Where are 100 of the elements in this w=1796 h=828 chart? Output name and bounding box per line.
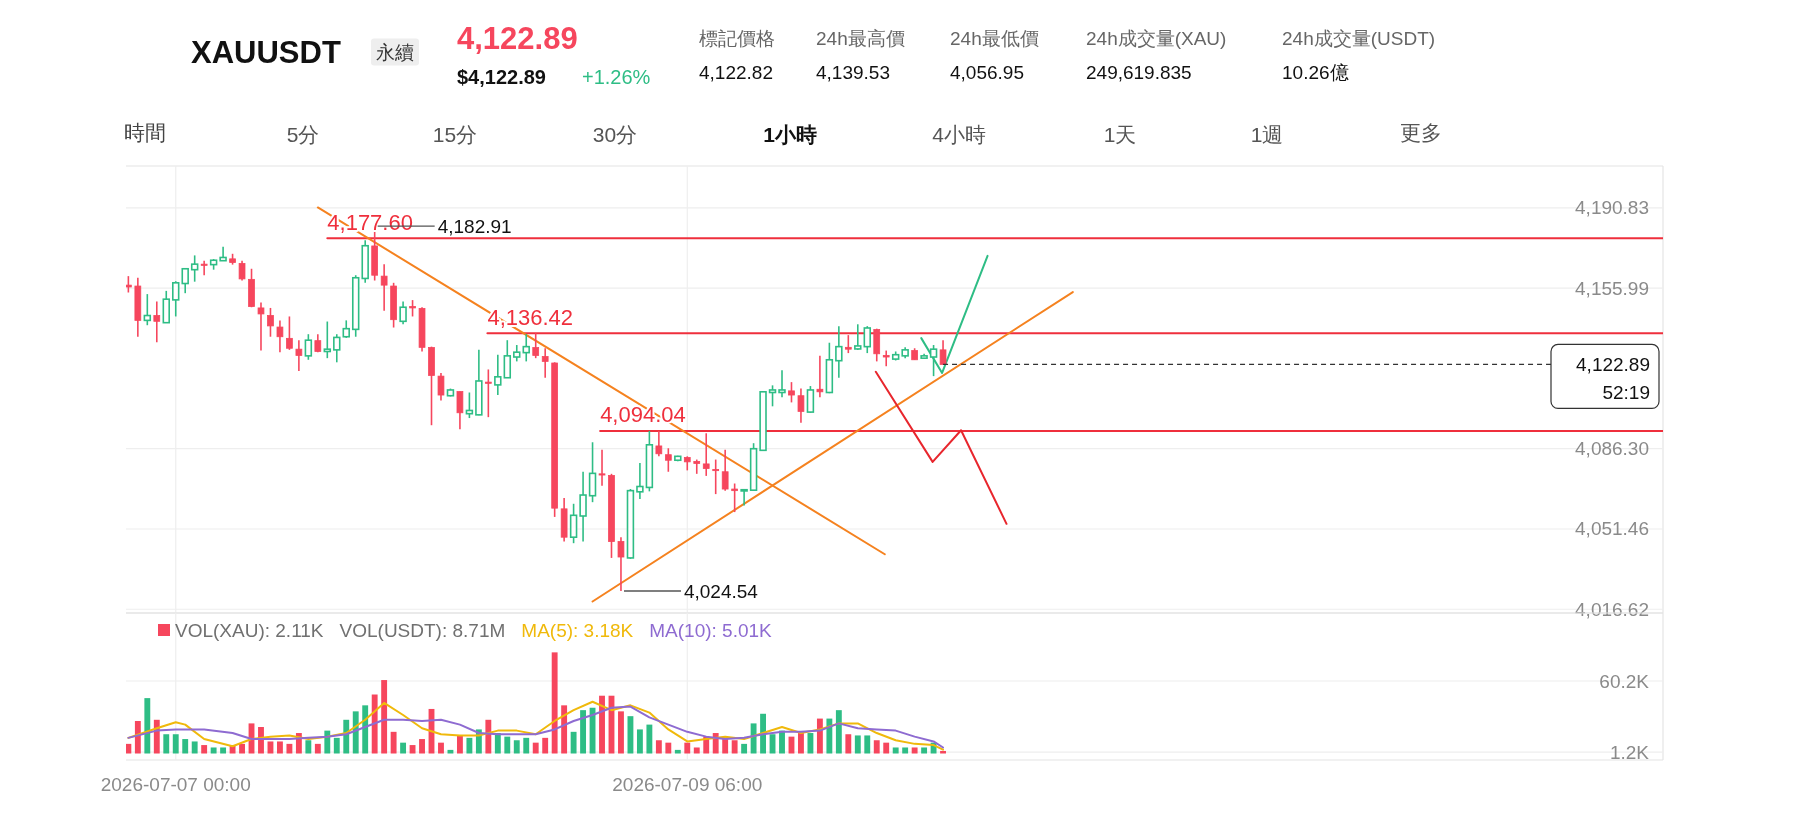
bar [210, 747, 217, 754]
candlestick [219, 245, 227, 262]
bar [390, 731, 397, 754]
candlestick [655, 430, 663, 458]
bar [911, 747, 918, 754]
text: 24h最低價 [950, 27, 1039, 49]
candlestick [286, 315, 293, 351]
candlestick [153, 300, 161, 344]
text: 249,619.835 [1086, 61, 1192, 83]
bar [438, 742, 444, 754]
bar [163, 734, 170, 754]
bar [798, 733, 804, 754]
candlestick [399, 300, 407, 326]
text: 10.26億 [1282, 61, 1349, 83]
bar [883, 742, 890, 754]
candlestick [333, 333, 341, 364]
candlestick [304, 333, 313, 361]
text: MA(10): 5.01K [649, 619, 773, 641]
y-tick-label: 4,155.99 [1575, 277, 1649, 299]
bar [665, 742, 672, 754]
annotation: 4,024.54 [683, 580, 759, 602]
bar [580, 710, 587, 754]
bar [172, 734, 179, 754]
bar [371, 694, 378, 754]
bar [693, 747, 700, 754]
text: 24h最高價 [816, 27, 905, 49]
candlestick [693, 458, 701, 475]
bar [636, 729, 643, 754]
bar [513, 740, 520, 754]
bar [305, 740, 312, 754]
text: 24h成交量(USDT) [1282, 27, 1436, 49]
bar [239, 743, 245, 754]
candlestick [257, 301, 265, 352]
text: 24h成交量(XAU) [1086, 27, 1227, 49]
line-series [874, 370, 1008, 525]
candlestick [172, 280, 180, 318]
bar [201, 745, 208, 754]
bar [532, 742, 539, 754]
candlestick [503, 339, 512, 379]
y-tick-label: 1.2K [1609, 741, 1650, 763]
bar [646, 724, 653, 754]
candlestick [768, 384, 777, 408]
candlestick [181, 267, 189, 294]
candlestick [617, 536, 625, 592]
candlestick [162, 290, 170, 324]
y-tick-label: 60.2K [1599, 670, 1650, 692]
bar [816, 718, 823, 754]
bar [494, 733, 501, 754]
text: 4,122.82 [699, 61, 773, 83]
bar [750, 723, 757, 754]
ref-line-label: 4,122.89 52:19 [1576, 353, 1650, 403]
candlestick [854, 323, 862, 351]
candlestick [806, 385, 815, 414]
bar [466, 737, 473, 754]
bar [542, 737, 549, 754]
candlestick [323, 320, 332, 359]
bar [220, 747, 227, 754]
y-tick-label: 4,016.62 [1575, 598, 1649, 620]
candlestick [295, 339, 303, 372]
candlestick [541, 347, 549, 379]
text: 15分 [432, 122, 478, 146]
text: 1小時 [763, 122, 817, 146]
text: +1.26% [582, 66, 651, 88]
candlestick [588, 441, 597, 503]
candlestick [665, 447, 672, 473]
bar [731, 740, 738, 754]
candlestick [778, 369, 786, 399]
text: 1週 [1250, 122, 1284, 146]
candlestick [816, 355, 824, 399]
candlestick [485, 368, 492, 418]
bar [419, 739, 425, 754]
bar [134, 720, 141, 754]
text: 時間 [124, 120, 166, 144]
text: 4,139.53 [816, 61, 890, 83]
text: 30分 [592, 122, 638, 146]
bar [456, 735, 463, 754]
bar [873, 740, 880, 754]
bar [400, 742, 407, 754]
text: $4,122.89 [457, 66, 546, 88]
bar [722, 739, 729, 754]
candlestick [276, 319, 284, 353]
y-tick-label: 4,051.46 [1575, 518, 1649, 540]
bar [333, 737, 340, 754]
x-tick-label: 2026-07-09 06:00 [612, 773, 763, 795]
candlestick [569, 502, 578, 544]
text: 4,056.95 [950, 61, 1024, 83]
bar [864, 735, 871, 754]
candlestick [522, 333, 530, 363]
text: 5分 [286, 122, 320, 146]
bar [324, 730, 331, 754]
text: 更多 [1400, 120, 1442, 144]
candlestick [456, 390, 464, 430]
bar [381, 680, 388, 754]
candlestick [731, 482, 738, 513]
candlestick [143, 293, 152, 327]
candlestick [721, 449, 729, 492]
candlestick [863, 325, 871, 354]
text: 4小時 [932, 122, 986, 146]
candlestick [636, 462, 644, 500]
chart-title: XAUUSDT [191, 34, 341, 70]
